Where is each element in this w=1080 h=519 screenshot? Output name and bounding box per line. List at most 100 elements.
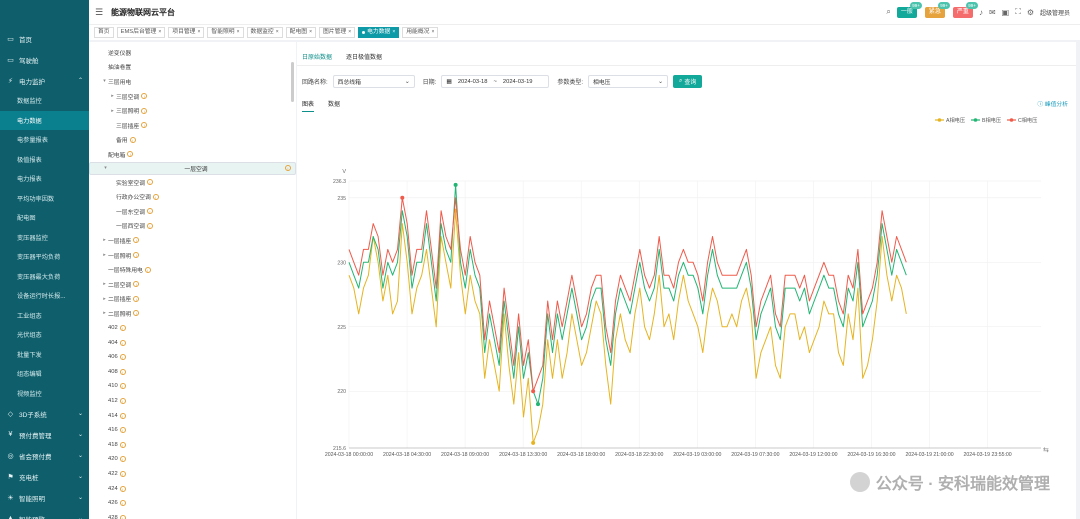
tree-node[interactable]: 428 i [89, 510, 296, 519]
tree-node[interactable]: 406 i [89, 350, 296, 365]
tree-node[interactable]: ▸ 二层照明 i [89, 306, 296, 321]
sidebar-item[interactable]: ☀ 智能照明 ⌄ [0, 487, 89, 508]
close-icon[interactable]: × [348, 29, 352, 35]
peak-analysis-link[interactable]: ⓘ 峰值分析 [1037, 102, 1068, 108]
tree-node[interactable]: 行政办公空调 i [89, 189, 296, 204]
sidebar-subitem[interactable]: 数据监控 [17, 98, 42, 106]
sidebar-subitem[interactable]: 平均功率因数 [17, 195, 55, 203]
sidebar-subitem[interactable]: 电参量报表 [17, 137, 48, 145]
sidebar-item[interactable]: ⚑ 充电桩 ⌄ [0, 466, 89, 487]
sidebar-subitem[interactable]: 光伏组态 [17, 332, 42, 340]
tree-node[interactable]: 410 i [89, 379, 296, 394]
tree-node[interactable]: 逆变仪器 [89, 45, 296, 60]
sidebar-item[interactable]: ▲ 智能预警 ⌄ [0, 508, 89, 519]
tree-node[interactable]: 418 i [89, 437, 296, 452]
screen-icon[interactable]: ▣ [1001, 7, 1010, 17]
tree-node[interactable]: 一层东空调 i [89, 204, 296, 219]
page-tab[interactable]: 用能概况 × [402, 27, 439, 38]
expand-icon[interactable]: ▸ [103, 281, 106, 288]
menu-collapse-icon[interactable]: ☰ [95, 6, 104, 17]
close-icon[interactable]: × [197, 29, 201, 35]
tab-chart[interactable]: 图表 [302, 99, 315, 112]
page-tab[interactable]: 数据监控 × [246, 27, 283, 38]
close-icon[interactable]: × [392, 29, 396, 35]
page-tab[interactable]: 图片管理 × [318, 27, 356, 38]
sidebar-item[interactable]: ▭ 首页 [0, 28, 89, 49]
sidebar-subitem[interactable]: 配电图 [17, 215, 36, 223]
tree-node[interactable]: 配电箱 i [89, 147, 296, 162]
tree-node[interactable]: ▸ 一层照明 i [89, 248, 296, 263]
query-button[interactable]: ⌕ 查询 [673, 75, 703, 88]
close-icon[interactable]: × [158, 29, 162, 35]
tree-node[interactable]: 422 i [89, 467, 296, 482]
sidebar-subitem[interactable]: 设备运行时长报... [17, 293, 66, 301]
sidebar-subitem[interactable]: 电力报表 [17, 176, 42, 184]
alarm-badge[interactable]: 严重 99+ [952, 1, 978, 18]
tree-node[interactable]: 404 i [89, 335, 296, 350]
expand-icon[interactable]: ▸ [103, 310, 106, 317]
sidebar-subitem[interactable]: 视频监控 [17, 390, 42, 398]
tree-node[interactable]: 408 i [89, 364, 296, 379]
tree-node[interactable]: 424 i [89, 481, 296, 496]
expand-icon[interactable]: ▾ [104, 165, 107, 172]
sidebar-subitem[interactable]: 变压器平均负荷 [17, 254, 61, 262]
sidebar-subitem[interactable]: 变压器最大负荷 [17, 273, 61, 281]
tree-scrollbar[interactable] [291, 62, 294, 102]
sidebar-subitem[interactable]: 电力数据 [0, 110, 89, 130]
sidebar-item[interactable]: ¥ 预付费管理 ⌄ [0, 424, 89, 445]
page-tab[interactable]: EMS后台管理 × [116, 27, 166, 38]
sidebar-subitem[interactable]: 工业组态 [17, 312, 42, 320]
sidebar-item[interactable]: ⚡ 电力监护 ⌃ [0, 70, 89, 91]
date-range-picker[interactable]: ▦ 2024-03-18 ~ 2024-03-19 [441, 75, 550, 88]
tree-node[interactable]: ▸ 一层插座 i [89, 233, 296, 248]
tree-node[interactable]: 426 i [89, 496, 296, 511]
loop-select[interactable]: 西总线箱 ⌄ [332, 75, 415, 88]
expand-icon[interactable]: ▸ [111, 93, 114, 100]
expand-icon[interactable]: ▸ [111, 107, 114, 114]
sidebar-subitem[interactable]: 组态编辑 [17, 371, 42, 379]
tree-node[interactable]: ▸ 三层照明 i [89, 103, 296, 118]
sidebar-subitem[interactable]: 极值报表 [17, 156, 42, 164]
search-icon[interactable]: ⌕ [886, 7, 891, 16]
tree-node[interactable]: 412 i [89, 394, 296, 409]
tree-node[interactable]: ▸ 二层空调 i [89, 277, 296, 292]
sidebar-item[interactable]: ◎ 省会预付费 ⌄ [0, 445, 89, 466]
page-tab[interactable]: 智能照明 × [207, 27, 244, 38]
page-tab[interactable]: 项目管理 × [168, 27, 205, 38]
expand-icon[interactable]: ▸ [103, 295, 106, 302]
user-name[interactable]: 超级管理员 [1039, 10, 1070, 17]
expand-icon[interactable]: ▸ [103, 237, 106, 244]
tree-node[interactable]: ▸ 三层空调 i [89, 89, 296, 104]
param-select[interactable]: 相电压 ⌄ [588, 75, 669, 88]
speaker-icon[interactable]: ♪ [978, 7, 983, 17]
tree-node[interactable]: 一层特殊用电 i [89, 262, 296, 277]
tree-node[interactable]: ▾ 三层用电 [89, 74, 296, 89]
message-icon[interactable]: ✉ [988, 7, 996, 17]
theme-icon[interactable]: ⚙ [1026, 7, 1034, 17]
tab-data[interactable]: 数据 [328, 102, 341, 108]
expand-icon[interactable]: ▾ [103, 78, 106, 85]
tree-node[interactable]: 实验室空调 i [89, 175, 296, 190]
tree-node[interactable]: 416 i [89, 423, 296, 438]
tree-node[interactable]: 备用 i [89, 133, 296, 148]
tab-daily-raw[interactable]: 日原始数据 [302, 52, 333, 66]
close-icon[interactable]: × [309, 29, 312, 35]
page-tab[interactable]: 电力数据 × [358, 27, 400, 38]
tree-node[interactable]: 420 i [89, 452, 296, 467]
tree-node[interactable]: 三层插座 i [89, 118, 296, 133]
close-icon[interactable]: × [431, 29, 435, 35]
sidebar-item[interactable]: ◇ 3D子系统 ⌄ [0, 403, 89, 424]
tree-node[interactable]: 抽油卷置 [89, 60, 296, 75]
expand-icon[interactable]: ▸ [103, 252, 106, 259]
tree-node[interactable]: ▸ 二层插座 i [89, 292, 296, 307]
tree-node[interactable]: 414 i [89, 408, 296, 423]
tab-daily-extreme[interactable]: 逐日极值数据 [346, 55, 383, 61]
page-tab[interactable]: 首页 [94, 27, 114, 38]
alarm-badge[interactable]: 紧急 99+ [924, 1, 950, 18]
sidebar-subitem[interactable]: 变压器监控 [17, 234, 48, 242]
fullscreen-icon[interactable]: ⛶ [1015, 7, 1021, 16]
page-tab[interactable]: 配电图 × [285, 27, 316, 38]
tree-node[interactable]: 402 i [89, 321, 296, 336]
alarm-badge[interactable]: 一般 99+ [896, 1, 922, 18]
sidebar-item[interactable]: ▭ 驾驶舱 [0, 49, 89, 70]
